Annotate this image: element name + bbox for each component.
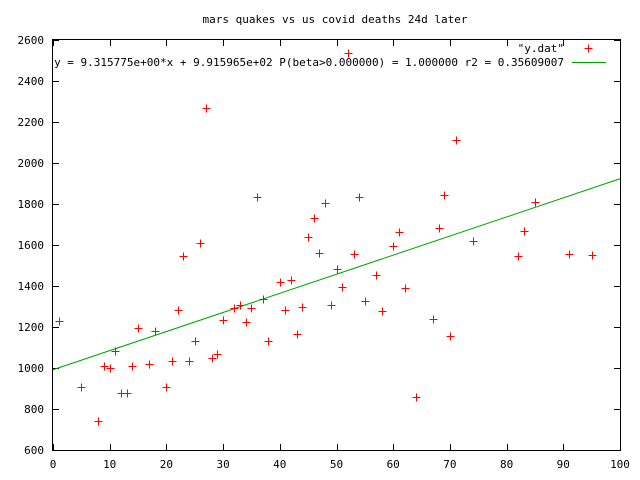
data-point xyxy=(452,136,461,145)
x-tick-label: 0 xyxy=(50,458,57,471)
legend: "y.dat" y = 9.315775e+00*x + 9.915965e+0… xyxy=(54,42,606,69)
data-point xyxy=(435,224,444,233)
data-point xyxy=(287,276,296,285)
data-point xyxy=(333,265,342,274)
fit-line-series xyxy=(52,178,621,371)
scatter-points xyxy=(55,49,597,426)
data-point xyxy=(230,304,239,313)
data-point xyxy=(304,233,313,242)
data-point xyxy=(242,318,251,327)
fit-line xyxy=(52,178,621,371)
data-point xyxy=(123,389,132,398)
data-point xyxy=(514,252,523,261)
y-tick-label: 1000 xyxy=(18,362,45,375)
x-tick-label: 70 xyxy=(443,458,456,471)
data-point xyxy=(94,417,103,426)
data-point xyxy=(378,307,387,316)
data-point xyxy=(213,350,222,359)
data-point xyxy=(469,237,478,246)
data-point xyxy=(55,317,64,326)
x-tick-label: 10 xyxy=(103,458,116,471)
chart-title: mars quakes vs us covid deaths 24d later xyxy=(203,13,468,26)
data-point xyxy=(276,278,285,287)
data-point xyxy=(344,49,353,58)
plot-frame xyxy=(52,39,621,451)
x-tick-label: 90 xyxy=(557,458,570,471)
x-tick-label: 80 xyxy=(500,458,513,471)
legend-sample-y-dat xyxy=(584,44,593,53)
data-point xyxy=(520,227,529,236)
data-point xyxy=(565,250,574,259)
data-point xyxy=(145,360,154,369)
data-point xyxy=(446,332,455,341)
x-tick-label: 20 xyxy=(160,458,173,471)
data-point xyxy=(321,199,330,208)
y-tick-label: 1600 xyxy=(18,239,45,252)
data-point xyxy=(162,383,171,392)
data-point xyxy=(174,306,183,315)
data-point xyxy=(77,383,86,392)
data-point xyxy=(372,271,381,280)
y-tick-label: 600 xyxy=(24,444,44,457)
y-tick-label: 2400 xyxy=(18,75,45,88)
data-point xyxy=(128,362,137,371)
y-tick-label: 2200 xyxy=(18,116,45,129)
data-point xyxy=(179,252,188,261)
y-tick-label: 1400 xyxy=(18,280,45,293)
y-tick-label: 2000 xyxy=(18,157,45,170)
data-point xyxy=(247,304,256,313)
axis-ticks xyxy=(53,40,621,451)
data-point xyxy=(264,337,273,346)
data-point xyxy=(531,198,540,207)
data-point xyxy=(219,316,228,325)
data-point xyxy=(588,251,597,260)
y-tick-label: 1200 xyxy=(18,321,45,334)
data-point xyxy=(350,250,359,259)
data-point xyxy=(401,284,410,293)
data-point xyxy=(440,191,449,200)
y-tick-label: 800 xyxy=(24,403,44,416)
data-point xyxy=(281,306,290,315)
data-point xyxy=(389,242,398,251)
data-point xyxy=(191,337,200,346)
x-tick-label: 30 xyxy=(216,458,229,471)
x-tick-label: 100 xyxy=(610,458,630,471)
data-point xyxy=(134,324,143,333)
data-point xyxy=(259,295,268,304)
data-point xyxy=(355,193,364,202)
x-tick-label: 50 xyxy=(330,458,343,471)
data-point xyxy=(429,315,438,324)
data-point xyxy=(310,214,319,223)
data-point xyxy=(196,239,205,248)
data-point xyxy=(208,354,217,363)
data-point xyxy=(236,301,245,310)
x-tick-label: 40 xyxy=(273,458,286,471)
data-point xyxy=(298,303,307,312)
data-point xyxy=(111,347,120,356)
data-point xyxy=(361,297,370,306)
data-point xyxy=(338,283,347,292)
legend-label-y-dat: "y.dat" xyxy=(518,42,564,55)
data-point xyxy=(315,249,324,258)
data-point xyxy=(327,301,336,310)
data-point xyxy=(253,193,262,202)
data-point xyxy=(151,327,160,336)
data-point xyxy=(100,362,109,371)
axis-tick-labels: 0 10 20 30 40 50 60 70 80 90 100 600 800 1000 1200 1400… xyxy=(18,34,630,471)
data-point xyxy=(412,393,421,402)
data-point xyxy=(293,330,302,339)
y-tick-label: 1800 xyxy=(18,198,45,211)
x-tick-label: 60 xyxy=(387,458,400,471)
data-point xyxy=(106,364,115,373)
legend-label-fit-equation: y = 9.315775e+00*x + 9.915965e+02 P(beta… xyxy=(54,56,564,69)
data-point xyxy=(168,357,177,366)
data-point xyxy=(202,104,211,113)
data-point xyxy=(395,228,404,237)
data-point xyxy=(185,357,194,366)
y-tick-label: 2600 xyxy=(18,34,45,47)
